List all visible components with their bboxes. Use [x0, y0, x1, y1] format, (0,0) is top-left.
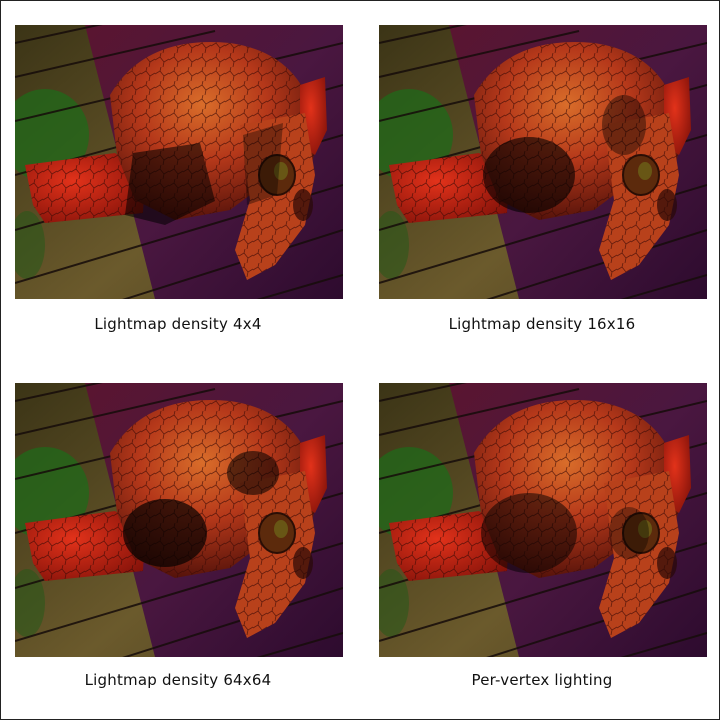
render-image — [15, 383, 343, 657]
shadow-overlay — [481, 493, 649, 573]
shadow-overlay — [483, 95, 646, 213]
shadow-overlay — [125, 123, 283, 225]
render-panel-per-vertex — [379, 383, 707, 657]
render-image — [15, 25, 343, 299]
render-image — [379, 25, 707, 299]
render-panel-lightmap-16x16 — [379, 25, 707, 299]
render-panel-lightmap-4x4 — [15, 25, 343, 299]
panel-caption: Lightmap density 4x4 — [94, 315, 262, 333]
panel-caption: Lightmap density 64x64 — [84, 671, 272, 689]
panel-caption: Per-vertex lighting — [471, 671, 613, 689]
panel-caption: Lightmap density 16x16 — [448, 315, 636, 333]
render-image — [379, 383, 707, 657]
render-panel-lightmap-64x64 — [15, 383, 343, 657]
shadow-overlay — [123, 451, 279, 567]
